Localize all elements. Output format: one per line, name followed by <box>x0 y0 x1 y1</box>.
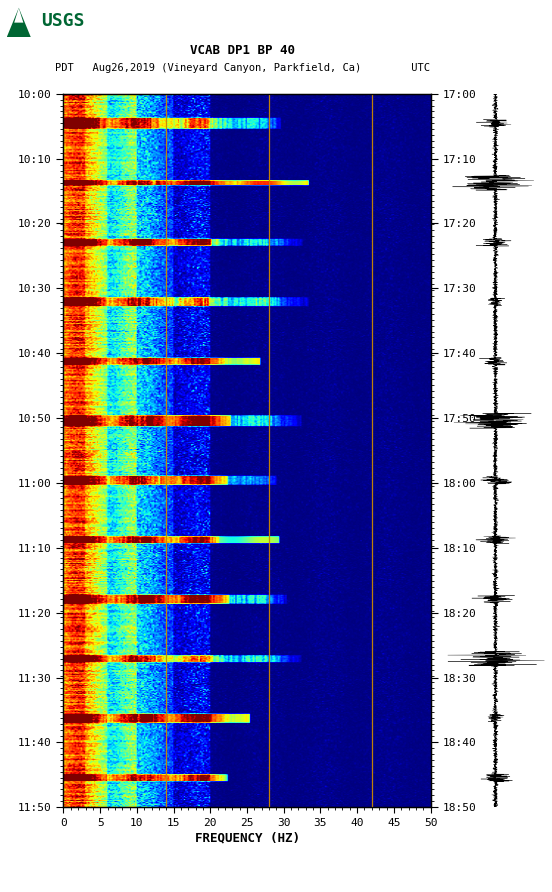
Text: USGS: USGS <box>41 12 85 30</box>
Polygon shape <box>7 8 31 37</box>
Polygon shape <box>14 8 23 22</box>
Text: PDT   Aug26,2019 (Vineyard Canyon, Parkfield, Ca)        UTC: PDT Aug26,2019 (Vineyard Canyon, Parkfie… <box>55 62 431 73</box>
X-axis label: FREQUENCY (HZ): FREQUENCY (HZ) <box>194 832 300 845</box>
Text: VCAB DP1 BP 40: VCAB DP1 BP 40 <box>190 45 295 57</box>
